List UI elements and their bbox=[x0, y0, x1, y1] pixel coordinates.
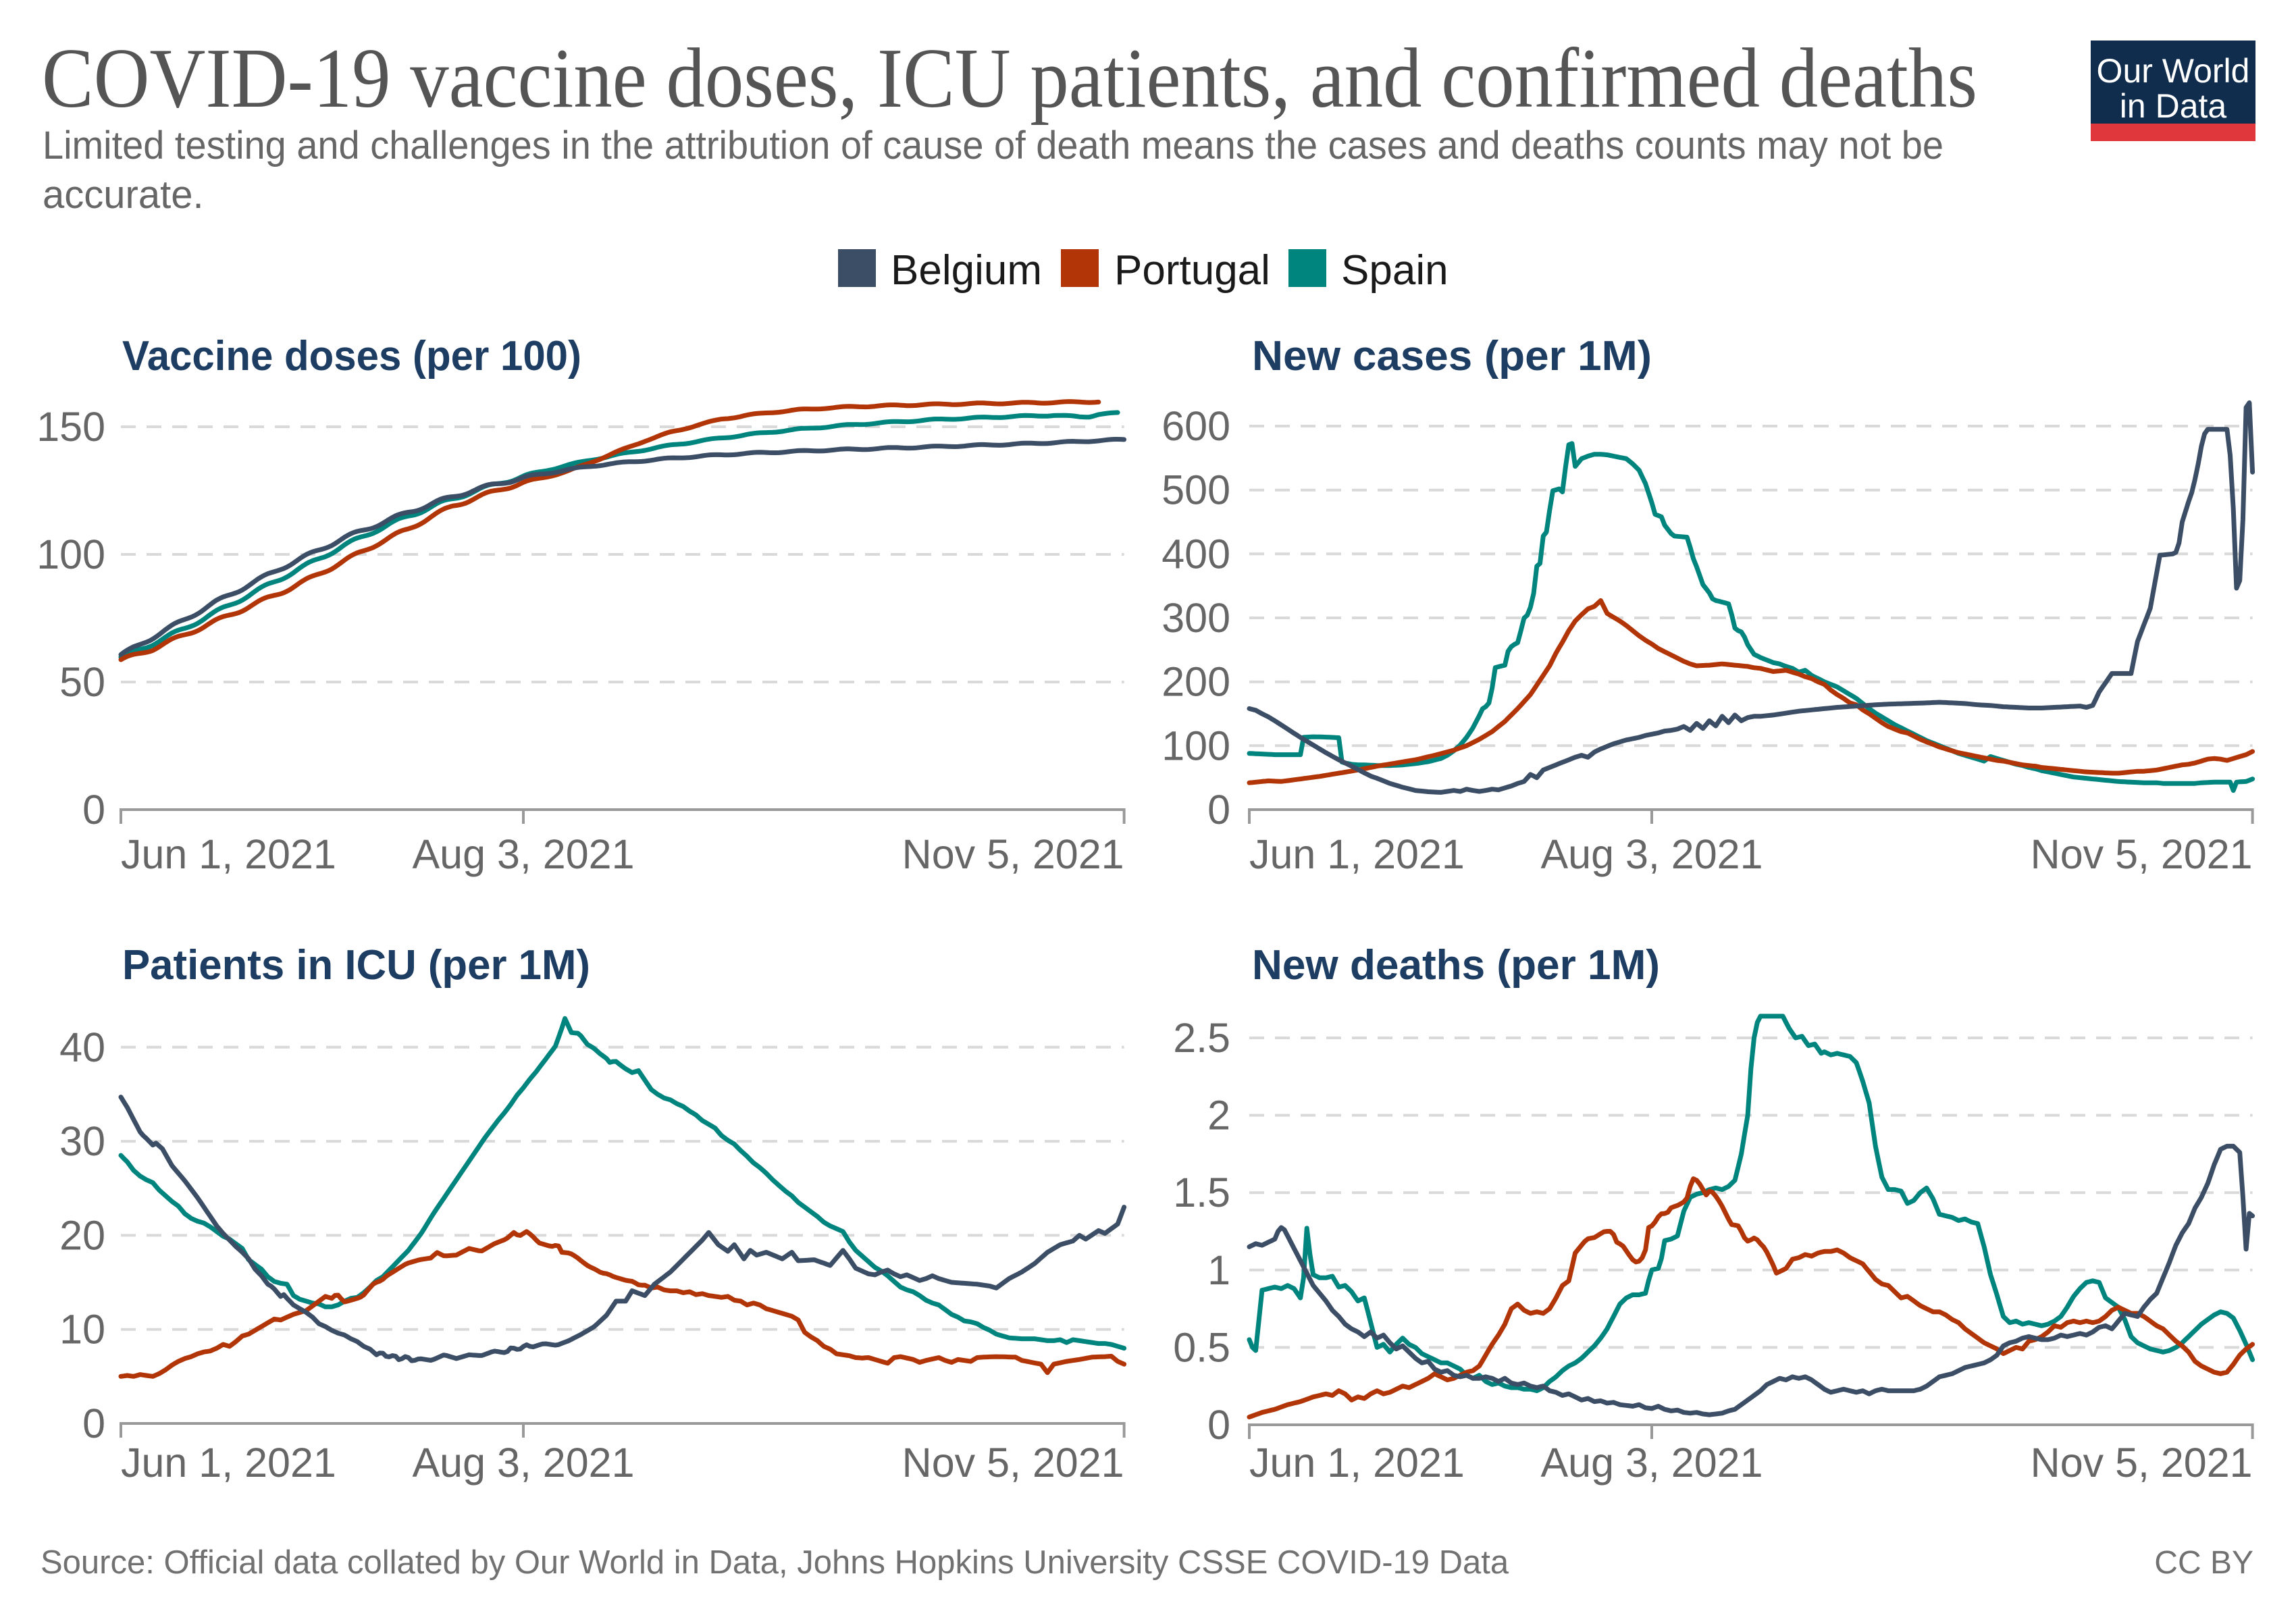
svg-text:1.5: 1.5 bbox=[1173, 1170, 1230, 1215]
svg-text:Nov 5, 2021: Nov 5, 2021 bbox=[2031, 831, 2253, 877]
svg-text:150: 150 bbox=[36, 404, 105, 450]
svg-text:Belgium: Belgium bbox=[891, 247, 1042, 294]
svg-text:100: 100 bbox=[36, 531, 105, 577]
svg-text:Jun 1, 2021: Jun 1, 2021 bbox=[121, 1440, 336, 1486]
svg-text:0: 0 bbox=[1207, 1402, 1230, 1448]
svg-text:accurate.: accurate. bbox=[43, 173, 204, 217]
svg-text:New cases (per 1M): New cases (per 1M) bbox=[1252, 333, 1652, 379]
svg-text:Limited testing and challenges: Limited testing and challenges in the at… bbox=[43, 124, 1943, 167]
svg-text:Nov 5, 2021: Nov 5, 2021 bbox=[2031, 1440, 2253, 1486]
svg-text:COVID-19 vaccine doses, ICU pa: COVID-19 vaccine doses, ICU patients, an… bbox=[42, 32, 1977, 126]
svg-text:Aug 3, 2021: Aug 3, 2021 bbox=[1540, 831, 1763, 877]
svg-text:0: 0 bbox=[82, 1400, 105, 1446]
svg-text:Spain: Spain bbox=[1341, 247, 1449, 294]
svg-text:2: 2 bbox=[1207, 1093, 1230, 1138]
svg-text:Jun 1, 2021: Jun 1, 2021 bbox=[1249, 1440, 1465, 1486]
svg-text:Patients in ICU (per 1M): Patients in ICU (per 1M) bbox=[122, 942, 590, 989]
svg-text:in Data: in Data bbox=[2120, 87, 2227, 125]
svg-text:Source: Official data collated: Source: Official data collated by Our Wo… bbox=[41, 1544, 1509, 1581]
svg-text:600: 600 bbox=[1162, 403, 1230, 449]
svg-text:Jun 1, 2021: Jun 1, 2021 bbox=[121, 831, 336, 877]
svg-text:Nov 5, 2021: Nov 5, 2021 bbox=[902, 1440, 1124, 1486]
svg-text:Portugal: Portugal bbox=[1114, 247, 1270, 294]
svg-text:1: 1 bbox=[1207, 1247, 1230, 1293]
svg-text:Our World: Our World bbox=[2097, 52, 2250, 90]
svg-text:300: 300 bbox=[1162, 595, 1230, 641]
svg-text:40: 40 bbox=[59, 1024, 105, 1070]
svg-text:20: 20 bbox=[59, 1212, 105, 1258]
svg-text:400: 400 bbox=[1162, 531, 1230, 577]
svg-text:2.5: 2.5 bbox=[1173, 1015, 1230, 1061]
svg-text:50: 50 bbox=[59, 659, 105, 705]
svg-text:CC BY: CC BY bbox=[2154, 1545, 2253, 1581]
svg-text:Jun 1, 2021: Jun 1, 2021 bbox=[1249, 831, 1465, 877]
svg-text:0: 0 bbox=[82, 787, 105, 833]
svg-text:30: 30 bbox=[59, 1118, 105, 1164]
svg-text:New deaths (per 1M): New deaths (per 1M) bbox=[1252, 942, 1660, 989]
svg-text:Nov 5, 2021: Nov 5, 2021 bbox=[902, 831, 1124, 877]
svg-text:0.5: 0.5 bbox=[1173, 1324, 1230, 1370]
svg-text:100: 100 bbox=[1162, 723, 1230, 768]
svg-text:0: 0 bbox=[1207, 787, 1230, 833]
svg-text:Aug 3, 2021: Aug 3, 2021 bbox=[1540, 1440, 1763, 1486]
svg-text:200: 200 bbox=[1162, 659, 1230, 705]
svg-text:500: 500 bbox=[1162, 467, 1230, 513]
svg-text:Aug 3, 2021: Aug 3, 2021 bbox=[412, 1440, 634, 1486]
svg-text:10: 10 bbox=[59, 1307, 105, 1353]
svg-text:Vaccine doses (per 100): Vaccine doses (per 100) bbox=[122, 333, 581, 379]
svg-text:Aug 3, 2021: Aug 3, 2021 bbox=[412, 831, 634, 877]
